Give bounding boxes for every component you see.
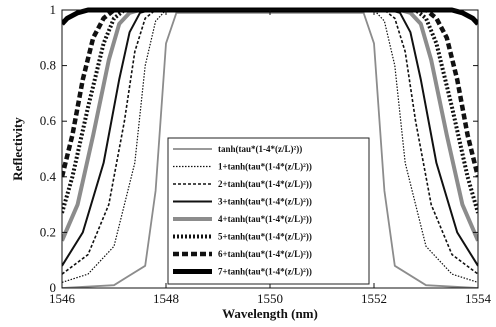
y-axis-label: Reflectivity xyxy=(10,117,25,181)
x-tick-label-4: 1554 xyxy=(465,291,492,306)
x-tick-label-3: 1552 xyxy=(361,291,387,306)
y-tick-label-1: 0.2 xyxy=(40,224,56,239)
x-tick-label-0: 1546 xyxy=(49,291,76,306)
legend-label-6: 6+tanh(tau*(1-4*(z/L)²)) xyxy=(218,249,312,259)
legend: tanh(tau*(1-4*(z/L)²)) 1+tanh(tau*(1-4*(z… xyxy=(167,137,370,285)
legend-box xyxy=(167,137,370,285)
legend-label-0: tanh(tau*(1-4*(z/L)²)) xyxy=(218,144,302,154)
legend-label-3: 3+tanh(tau*(1-4*(z/L)²)) xyxy=(218,197,312,207)
ticks-layer: 1546 1548 1550 1552 1554 0 0.2 0.4 0.6 0.8 1 xyxy=(40,2,492,306)
series-line-2 xyxy=(62,9,478,275)
legend-label-4: 4+tanh(tau*(1-4*(z/L)²)) xyxy=(218,214,312,224)
y-tick-label-0: 0 xyxy=(50,280,57,295)
y-tick-label-5: 1 xyxy=(50,2,57,17)
legend-label-7: 7+tanh(tau*(1-4*(z/L)²)) xyxy=(218,267,312,277)
y-tick-label-2: 0.4 xyxy=(40,169,57,184)
legend-label-1: 1+tanh(tau*(1-4*(z/L)²)) xyxy=(218,162,312,172)
legend-label-5: 5+tanh(tau*(1-4*(z/L)²)) xyxy=(218,232,312,242)
x-tick-label-1: 1548 xyxy=(153,291,179,306)
x-tick-label-2: 1550 xyxy=(257,291,283,306)
y-tick-label-3: 0.6 xyxy=(40,113,57,128)
x-axis-label: Wavelength (nm) xyxy=(222,306,318,321)
legend-label-2: 2+tanh(tau*(1-4*(z/L)²)) xyxy=(218,179,312,189)
y-tick-label-4: 0.8 xyxy=(40,58,56,73)
